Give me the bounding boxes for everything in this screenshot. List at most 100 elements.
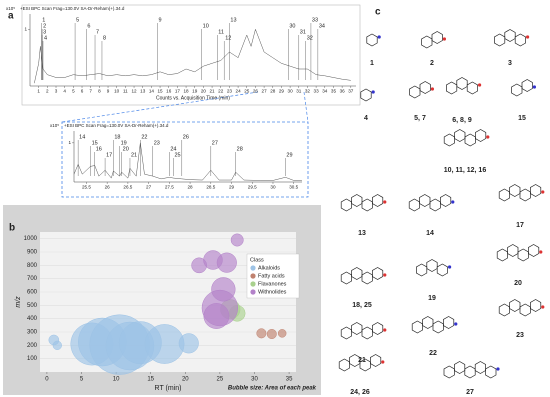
bubble	[203, 303, 230, 329]
ring	[443, 316, 455, 329]
peak-label: 6	[87, 23, 90, 29]
x-tick-label: 1	[37, 89, 40, 94]
peak-label: 10	[203, 23, 209, 29]
ring	[370, 354, 382, 367]
x-tick-label: 10	[114, 89, 120, 94]
compound-label: 13	[358, 230, 366, 237]
ring	[514, 33, 526, 47]
zoom-line	[61, 91, 259, 123]
legend-label: Flavanones	[258, 281, 287, 287]
peak-label: 28	[237, 146, 243, 152]
x-tick-label: 30	[270, 185, 276, 190]
x-tick-label: 6	[81, 89, 84, 94]
y-tick-label: 300	[27, 330, 38, 336]
compound-label: 19	[428, 295, 436, 302]
peak-label: 11	[218, 29, 224, 35]
heteroatom	[525, 35, 530, 39]
compound-label: 4	[364, 115, 368, 122]
peak-label: 32	[307, 35, 313, 41]
inset-frame	[61, 121, 309, 198]
ring	[431, 31, 443, 44]
x-tick-label: 23	[227, 89, 233, 94]
peak-label: 3	[43, 29, 46, 35]
bubble	[277, 329, 287, 338]
y-tick-label: 1	[68, 140, 71, 145]
x-tick-label: 27	[146, 185, 152, 190]
peak-label: 14	[79, 134, 85, 140]
y-tick-label: 500	[27, 303, 38, 309]
peak-label: 20	[123, 146, 129, 152]
x-tick-label: 24	[236, 89, 242, 94]
compound-label: 14	[426, 230, 434, 237]
x-tick-label: 8	[98, 89, 101, 94]
bubble	[230, 233, 244, 247]
compound-label: 27	[466, 389, 474, 396]
compound-label: 21	[358, 357, 366, 364]
y-tick-label: 200	[27, 343, 38, 349]
y-tick-label: 800	[27, 263, 38, 269]
x-tick-label: 35	[286, 377, 293, 383]
ring	[366, 33, 378, 47]
x-tick-label: 2	[46, 89, 49, 94]
peak-label: 4	[44, 35, 47, 41]
peak-label: 9	[158, 17, 161, 23]
peak-label: 2	[43, 23, 46, 29]
peak-label: 18	[114, 134, 120, 140]
zoom-line	[303, 91, 309, 123]
heteroatom	[383, 328, 387, 332]
ring	[509, 299, 521, 312]
peak-label: 27	[212, 140, 218, 146]
legend-swatch	[250, 265, 256, 271]
ring	[507, 244, 519, 257]
x-tick-label: 13	[140, 89, 146, 94]
bubble	[256, 328, 267, 339]
x-tick-label: 21	[210, 89, 216, 94]
y-tick-label: 1	[24, 27, 27, 32]
ring	[509, 184, 521, 197]
y-axis-label: m/z	[15, 296, 22, 308]
x-tick-label: 18	[184, 89, 190, 94]
y-multiplier: x10⁵	[50, 123, 59, 128]
compound-label: 23	[516, 332, 524, 339]
x-tick-label: 35	[331, 89, 337, 94]
x-tick-label: 31	[296, 89, 302, 94]
legend-swatch	[250, 281, 256, 287]
y-tick-label: 900	[27, 250, 38, 256]
peak-label: 7	[96, 29, 99, 35]
heteroatom	[447, 265, 452, 269]
x-tick-label: 36	[340, 89, 346, 94]
x-tick-label: 3	[55, 89, 58, 94]
x-tick-label: 17	[175, 89, 181, 94]
peak-label: 17	[106, 152, 112, 158]
heteroatom	[477, 83, 482, 87]
x-tick-label: 27	[262, 89, 268, 94]
x-tick-label: 0	[45, 377, 49, 383]
peak-label: 16	[96, 146, 102, 152]
heteroatom	[532, 85, 536, 89]
y-tick-label: 1000	[24, 236, 38, 242]
panel-label: b	[9, 223, 15, 234]
peak-label: 29	[286, 152, 292, 158]
legend-label: Fatty acids	[258, 273, 285, 279]
x-tick-label: 22	[218, 89, 224, 94]
ring	[454, 361, 466, 374]
compound-label: 24, 26	[350, 389, 370, 396]
panel-label: c	[375, 7, 381, 18]
ring	[456, 77, 468, 90]
ring	[466, 81, 478, 95]
ring	[422, 316, 434, 329]
x-tick-label: 32	[305, 89, 311, 94]
peak-label: 21	[131, 152, 137, 158]
ring	[475, 129, 487, 142]
legend-title: Class	[250, 257, 264, 263]
peak-label: 23	[154, 140, 160, 146]
compound-label: 20	[514, 280, 522, 287]
ring	[426, 259, 438, 272]
x-tick-label: 9	[107, 89, 110, 94]
legend-box	[246, 253, 300, 299]
heteroatom	[381, 360, 385, 364]
x-tick-label: 29	[229, 185, 235, 190]
x-tick-label: 30.5	[289, 185, 298, 190]
heteroatom	[541, 190, 545, 194]
peak-label: 5	[76, 17, 79, 23]
